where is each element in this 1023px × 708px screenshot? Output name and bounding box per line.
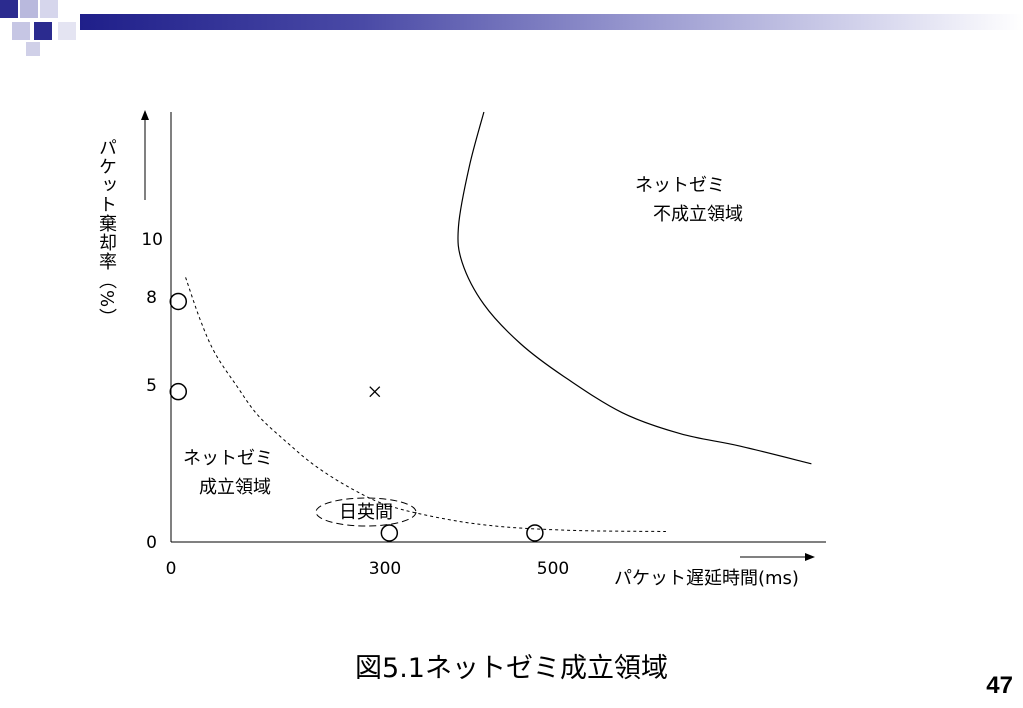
x-tick-0: 0 bbox=[166, 559, 177, 579]
page-number: 47 bbox=[986, 672, 1013, 699]
data-point-circle-2 bbox=[380, 524, 399, 542]
logo-square-light-5 bbox=[26, 42, 40, 56]
fail-region-label-line2: 不成立領域 bbox=[653, 204, 743, 225]
data-point-cross-4 bbox=[369, 386, 381, 398]
fail-region-label-line1: ネットゼミ bbox=[635, 175, 725, 196]
highlight-label: 日英間 bbox=[339, 502, 393, 523]
logo-square-light-3 bbox=[12, 22, 30, 40]
figure-caption: 図5.1ネットゼミ成立領域 bbox=[355, 653, 668, 684]
y-tick-8: 8 bbox=[146, 288, 157, 308]
data-points bbox=[169, 292, 544, 542]
fail-boundary-solid bbox=[457, 111, 812, 465]
logo-square-light-2 bbox=[40, 0, 58, 18]
logo-square-dark-1 bbox=[0, 0, 18, 18]
y-arrow-head bbox=[141, 110, 149, 120]
logo-square-dark-2 bbox=[34, 22, 52, 40]
highlight-ellipse bbox=[315, 497, 417, 527]
header-gradient-bar bbox=[80, 14, 1023, 30]
data-point-circle-3 bbox=[526, 524, 544, 542]
y-tick-10: 10 bbox=[141, 230, 163, 250]
x-tick-300: 300 bbox=[369, 559, 401, 579]
y-tick-0: 0 bbox=[146, 533, 157, 553]
x-axis-label: パケット遅延時間(ms) bbox=[614, 568, 799, 589]
x-tick-500: 500 bbox=[537, 559, 569, 579]
success-boundary-dashed bbox=[185, 277, 666, 532]
logo-square-light-4 bbox=[58, 22, 76, 40]
logo-square-light-1 bbox=[20, 0, 38, 18]
success-region-label-line2: 成立領域 bbox=[199, 477, 271, 498]
x-arrow-head bbox=[805, 553, 815, 561]
success-region-label-line1: ネットゼミ bbox=[183, 448, 273, 469]
data-point-circle-0 bbox=[169, 292, 188, 311]
y-tick-5: 5 bbox=[146, 376, 157, 396]
y-axis-label: パケット棄却率（%） bbox=[96, 138, 117, 328]
data-point-circle-1 bbox=[169, 382, 188, 401]
